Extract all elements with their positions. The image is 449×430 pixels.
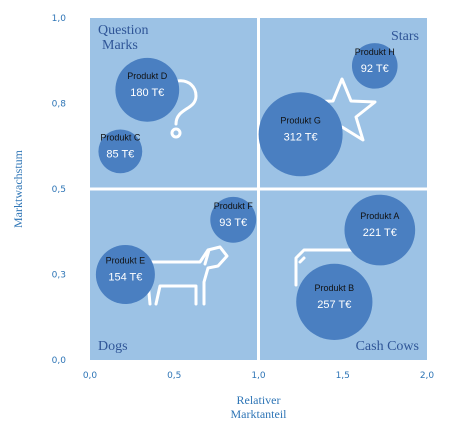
quadrant-label-line: Cash Cows [356, 339, 419, 354]
quadrant-label-top-right: Stars [391, 29, 419, 44]
bubble-product-name: Produkt C [100, 132, 141, 142]
y-tick-label: 0,5 [52, 185, 66, 195]
bubble-value-label: 312 T€ [284, 131, 318, 143]
x-axis-label: Relativer Marktanteil [231, 393, 288, 421]
quadrant-labels: Question Marks Stars Dogs Cash Cows [98, 23, 419, 354]
bubble-product-name: Produkt H [355, 47, 395, 57]
bubble-circle [95, 244, 155, 305]
x-tick-label: 2,0 [420, 371, 435, 381]
bubble-produkt-g: Produkt G 312 T€ [258, 92, 343, 177]
quadrant-label-line: Question [98, 23, 149, 38]
y-tick-label: 0,8 [52, 100, 67, 110]
x-tick-label: 0,0 [83, 371, 98, 381]
quadrant-label-bottom-right: Cash Cows [356, 339, 419, 354]
bubble-value-label: 257 T€ [317, 299, 351, 311]
bubble-value-label: 92 T€ [361, 63, 389, 75]
bubble-product-name: Produkt D [127, 71, 168, 81]
bubble-produkt-e: Produkt E 154 T€ [95, 244, 155, 305]
bubble-produkt-d: Produkt D 180 T€ [115, 57, 180, 122]
bubble-produkt-a: Produkt A 221 T€ [344, 194, 416, 266]
quadrant-label-bottom-left: Dogs [98, 339, 128, 354]
bubble-circle [344, 194, 416, 266]
bubble-value-label: 85 T€ [106, 148, 134, 160]
bubble-value-label: 93 T€ [219, 217, 247, 229]
bubble-circle [98, 129, 143, 174]
bubble-circle [258, 92, 343, 177]
y-axis-label: Marktwachstum [11, 149, 25, 228]
bubble-value-label: 154 T€ [108, 272, 142, 284]
bubble-produkt-c: Produkt C 85 T€ [98, 129, 143, 174]
quadrant-label-top-left: Question Marks [98, 23, 149, 53]
bubble-circle [296, 263, 373, 340]
bubble-product-name: Produkt E [106, 256, 146, 266]
quadrant-label-line: Stars [391, 29, 419, 44]
x-axis-label-line: Marktanteil [231, 407, 288, 421]
bubbles: Produkt A 221 T€ Produkt B 257 T€ Produkt C 8… [95, 43, 416, 340]
bubble-product-name: Produkt B [315, 283, 355, 293]
y-tick-label: 0,3 [52, 271, 66, 281]
bubble-product-name: Produkt F [214, 201, 254, 211]
bubble-product-name: Produkt G [280, 115, 321, 125]
x-tick-label: 1,5 [336, 371, 350, 381]
bubble-value-label: 221 T€ [363, 227, 397, 239]
bubble-product-name: Produkt A [360, 211, 399, 221]
bubble-circle [351, 43, 398, 89]
y-tick-label: 1,0 [52, 14, 67, 24]
bubble-produkt-h: Produkt H 92 T€ [351, 43, 398, 89]
bubble-value-label: 180 T€ [130, 87, 164, 99]
x-tick-label: 0,5 [167, 371, 181, 381]
bubble-circle [115, 57, 180, 122]
quadrant-label-line: Marks [102, 38, 138, 53]
bubble-produkt-b: Produkt B 257 T€ [296, 263, 373, 340]
x-axis-label-line: Relativer [237, 393, 281, 407]
y-tick-label: 0,0 [52, 356, 67, 366]
bubble-produkt-f: Produkt F 93 T€ [210, 196, 257, 243]
x-tick-label: 1,0 [251, 371, 266, 381]
bubble-circle [210, 196, 257, 243]
quadrant-label-line: Dogs [98, 339, 128, 354]
